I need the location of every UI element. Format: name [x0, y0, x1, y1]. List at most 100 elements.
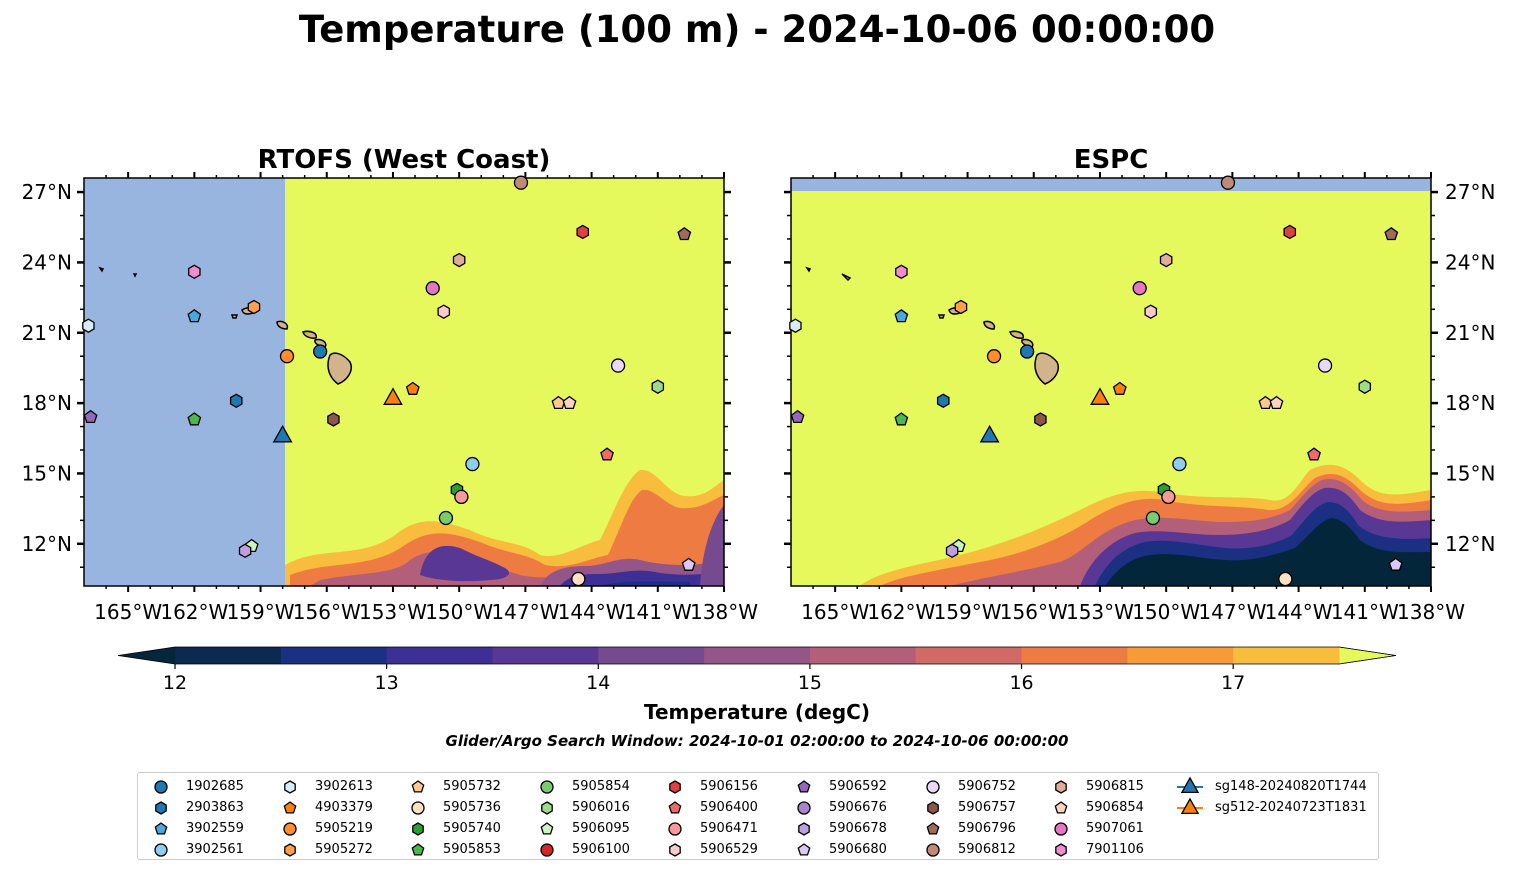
y-tick-label: 12°N — [22, 532, 72, 556]
float-marker-5906812 — [513, 175, 529, 190]
float-marker-5906400 — [1307, 447, 1321, 461]
legend-label: 3902561 — [186, 841, 244, 857]
colorbar-tick-label: 13 — [375, 672, 399, 694]
float-marker-5906854 — [562, 395, 577, 410]
legend-item: 5905272 — [275, 839, 373, 859]
float-marker-7901106 — [895, 264, 908, 280]
legend-item: 5906592 — [789, 776, 887, 796]
legend-marker-triangle-icon — [1177, 776, 1203, 794]
legend-label: 5905853 — [443, 841, 501, 857]
x-tick-label: 150°W — [425, 600, 493, 624]
legend-label: 1902685 — [186, 778, 244, 794]
float-marker-3902561 — [1172, 456, 1187, 472]
float-markers-espc — [789, 175, 1403, 587]
float-marker-5906471 — [1161, 489, 1176, 505]
legend-item: 5906471 — [660, 818, 758, 838]
float-marker-1902685 — [312, 344, 328, 359]
float-marker-5906812 — [1220, 175, 1236, 190]
colorbar-tick-label: 16 — [1009, 672, 1033, 694]
legend-label: 5906471 — [700, 820, 758, 836]
y-tick-label: 21°N — [1445, 321, 1495, 345]
float-marker-3902613 — [789, 318, 802, 333]
float-marker-5905854 — [438, 510, 454, 526]
legend-marker-circle-icon — [540, 780, 554, 794]
float-marker-5905272 — [954, 299, 968, 315]
legend-marker-pentagon-icon — [1054, 801, 1068, 814]
legend-label: 5906854 — [1086, 799, 1144, 815]
legend-item: 5906095 — [532, 818, 630, 838]
float-marker-5905853 — [187, 412, 202, 426]
x-tick-label: 144°W — [1265, 600, 1333, 624]
legend-marker-triangle-icon — [1177, 797, 1203, 815]
colorbar-tick-label: 14 — [586, 672, 610, 694]
legend-label: 5905736 — [443, 799, 501, 815]
legend-item: 5905736 — [403, 797, 501, 817]
legend-item: 5906676 — [789, 797, 887, 817]
legend-label: 3902613 — [315, 778, 373, 794]
legend-marker-circle-icon — [926, 780, 940, 794]
legend-marker-circle-icon — [540, 843, 554, 857]
legend-label: 5906757 — [958, 799, 1016, 815]
legend-item: 5906815 — [1046, 776, 1144, 796]
colorbar-segment — [598, 647, 705, 664]
legend-item: 3902559 — [146, 818, 244, 838]
colorbar-tick-label: 17 — [1221, 672, 1245, 694]
legend-item: 5906678 — [789, 818, 887, 838]
legend-marker-circle-icon — [283, 822, 297, 836]
legend-label: 5906676 — [829, 799, 887, 815]
legend-item: 3902613 — [275, 776, 373, 796]
legend-marker-circle-icon — [154, 843, 168, 857]
float-legend: 1902685 2903863 3902559 3902561 3902613 49033… — [137, 772, 1379, 860]
legend-marker-hexagon-icon — [927, 801, 939, 815]
float-marker-5905854 — [1145, 510, 1161, 526]
float-marker-5905272 — [247, 299, 261, 315]
float-markers-rtofs — [82, 175, 696, 587]
float-marker-1902685 — [1019, 344, 1035, 359]
colorbar-segment — [915, 647, 1023, 664]
colorbar-segment — [280, 647, 388, 664]
y-tick-label: 21°N — [22, 321, 72, 345]
map-frame — [790, 177, 1432, 587]
legend-marker-pentagon-icon — [411, 843, 425, 856]
float-marker-5905219 — [986, 349, 1002, 364]
legend-marker-hexagon-icon — [284, 843, 296, 857]
float-marker-3902561 — [465, 456, 480, 472]
legend-item: 4903379 — [275, 797, 373, 817]
y-tick-label: 18°N — [1445, 391, 1495, 415]
float-marker-5906016 — [651, 379, 665, 394]
legend-marker-hexagon-icon — [1055, 780, 1067, 794]
float-marker-4903379 — [405, 381, 420, 395]
legend-item: 3902561 — [146, 839, 244, 859]
legend-item: 5906854 — [1046, 797, 1144, 817]
float-marker-5906529 — [437, 304, 451, 319]
map-title-rtofs: RTOFS (West Coast) — [258, 145, 551, 175]
legend-label: sg148-20240820T1744 — [1215, 778, 1367, 794]
float-marker-4903379 — [1112, 381, 1127, 395]
colorbar-segment — [809, 647, 917, 664]
x-tick-label: 138°W — [1397, 600, 1465, 624]
x-tick-label: 138°W — [690, 600, 758, 624]
legend-marker-pentagon-icon — [668, 801, 682, 814]
legend-marker-hexagon-icon — [1055, 843, 1067, 857]
colorbar-tick-label: 15 — [798, 672, 822, 694]
legend-item: sg148-20240820T1744 — [1175, 776, 1367, 796]
legend-label: 5906095 — [572, 820, 630, 836]
x-tick-label: 141°W — [1331, 600, 1399, 624]
legend-marker-hexagon-icon — [669, 843, 681, 857]
float-marker-2903863 — [229, 393, 243, 409]
float-marker-7901106 — [188, 264, 201, 280]
search-window-note: Glider/Argo Search Window: 2024-10-01 02… — [446, 732, 1069, 750]
land-hawaii — [805, 266, 1059, 385]
y-tick-label: 27°N — [1445, 180, 1495, 204]
y-tick-label: 15°N — [22, 461, 72, 485]
y-tick-label: 15°N — [1445, 461, 1495, 485]
legend-item: 5906752 — [918, 776, 1016, 796]
temperature-contours — [285, 469, 724, 586]
legend-item: 5906680 — [789, 839, 887, 859]
colorbar-segment — [1127, 647, 1234, 664]
legend-marker-circle-icon — [797, 801, 811, 815]
float-marker-5906016 — [1358, 379, 1372, 394]
legend-marker-circle-icon — [1054, 822, 1068, 836]
float-marker-5906680 — [681, 557, 696, 571]
